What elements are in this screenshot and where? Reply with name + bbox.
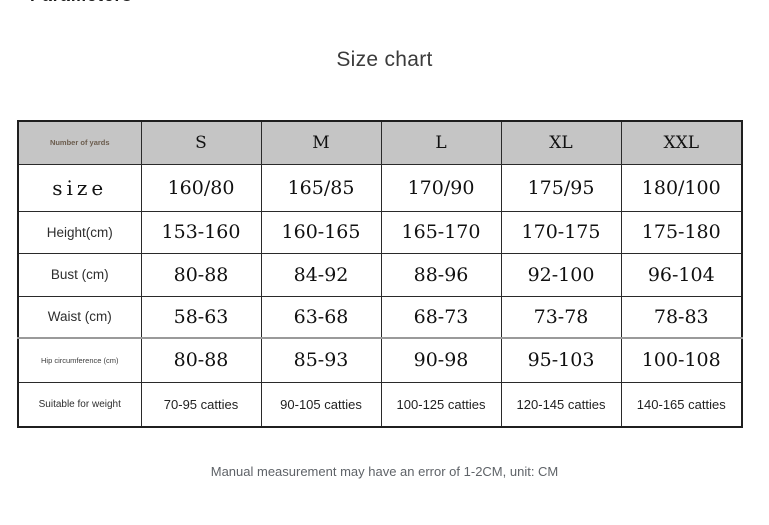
column-header-xxl: XXL <box>620 120 743 165</box>
bust-value-cell: 80-88 <box>140 252 262 297</box>
weight-value-cell: 100-125 catties <box>380 381 502 428</box>
weight-value-cell: 70-95 catties <box>140 381 262 428</box>
row-label: Suitable for weight <box>17 381 142 428</box>
hip-value-cell: 100-108 <box>620 337 743 383</box>
height-value-cell: 160-165 <box>260 210 382 254</box>
size-value-cell: 165/85 <box>260 163 382 212</box>
row-label: Bust (cm) <box>17 252 142 297</box>
column-header-s: S <box>140 120 262 165</box>
row-label: size <box>17 163 142 212</box>
hip-value-cell: 95-103 <box>500 337 622 383</box>
waist-value-cell: 78-83 <box>620 295 743 339</box>
waist-value-cell: 68-73 <box>380 295 502 339</box>
weight-value-cell: 120-145 catties <box>500 381 622 428</box>
column-header-l: L <box>380 120 502 165</box>
table-row-height: Height(cm) 153-160 160-165 165-170 170-1… <box>17 210 743 254</box>
size-value-cell: 170/90 <box>380 163 502 212</box>
waist-value-cell: 73-78 <box>500 295 622 339</box>
height-value-cell: 175-180 <box>620 210 743 254</box>
cropped-top-text: Parameters <box>30 0 230 5</box>
hip-value-cell: 85-93 <box>260 337 382 383</box>
weight-value-cell: 140-165 catties <box>620 381 743 428</box>
waist-value-cell: 63-68 <box>260 295 382 339</box>
corner-label-cell: Number of yards <box>17 120 142 165</box>
table-row-size: size 160/80 165/85 170/90 175/95 180/100 <box>17 163 743 212</box>
height-value-cell: 153-160 <box>140 210 262 254</box>
row-label: Waist (cm) <box>17 295 142 339</box>
measurement-note: Manual measurement may have an error of … <box>210 464 559 479</box>
page-title: Size chart <box>336 48 433 71</box>
table-header-row: Number of yards S M L XL XXL <box>17 120 743 165</box>
bust-value-cell: 92-100 <box>500 252 622 297</box>
bust-value-cell: 88-96 <box>380 252 502 297</box>
column-header-xl: XL <box>500 120 622 165</box>
hip-value-cell: 80-88 <box>140 337 262 383</box>
weight-value-cell: 90-105 catties <box>260 381 382 428</box>
table-row-bust: Bust (cm) 80-88 84-92 88-96 92-100 96-10… <box>17 252 743 297</box>
height-value-cell: 165-170 <box>380 210 502 254</box>
table-row-waist: Waist (cm) 58-63 63-68 68-73 73-78 78-83 <box>17 295 743 339</box>
size-value-cell: 180/100 <box>620 163 743 212</box>
size-chart-table: Number of yards S M L XL XXL size 160/80… <box>17 120 743 428</box>
table-row-weight: Suitable for weight 70-95 catties 90-105… <box>17 381 743 428</box>
waist-value-cell: 58-63 <box>140 295 262 339</box>
table-row-hip: Hip circumference (cm) 80-88 85-93 90-98… <box>17 337 743 383</box>
bust-value-cell: 96-104 <box>620 252 743 297</box>
bust-value-cell: 84-92 <box>260 252 382 297</box>
row-label: Hip circumference (cm) <box>17 337 142 383</box>
size-value-cell: 175/95 <box>500 163 622 212</box>
column-header-m: M <box>260 120 382 165</box>
height-value-cell: 170-175 <box>500 210 622 254</box>
size-value-cell: 160/80 <box>140 163 262 212</box>
hip-value-cell: 90-98 <box>380 337 502 383</box>
row-label: Height(cm) <box>17 210 142 254</box>
